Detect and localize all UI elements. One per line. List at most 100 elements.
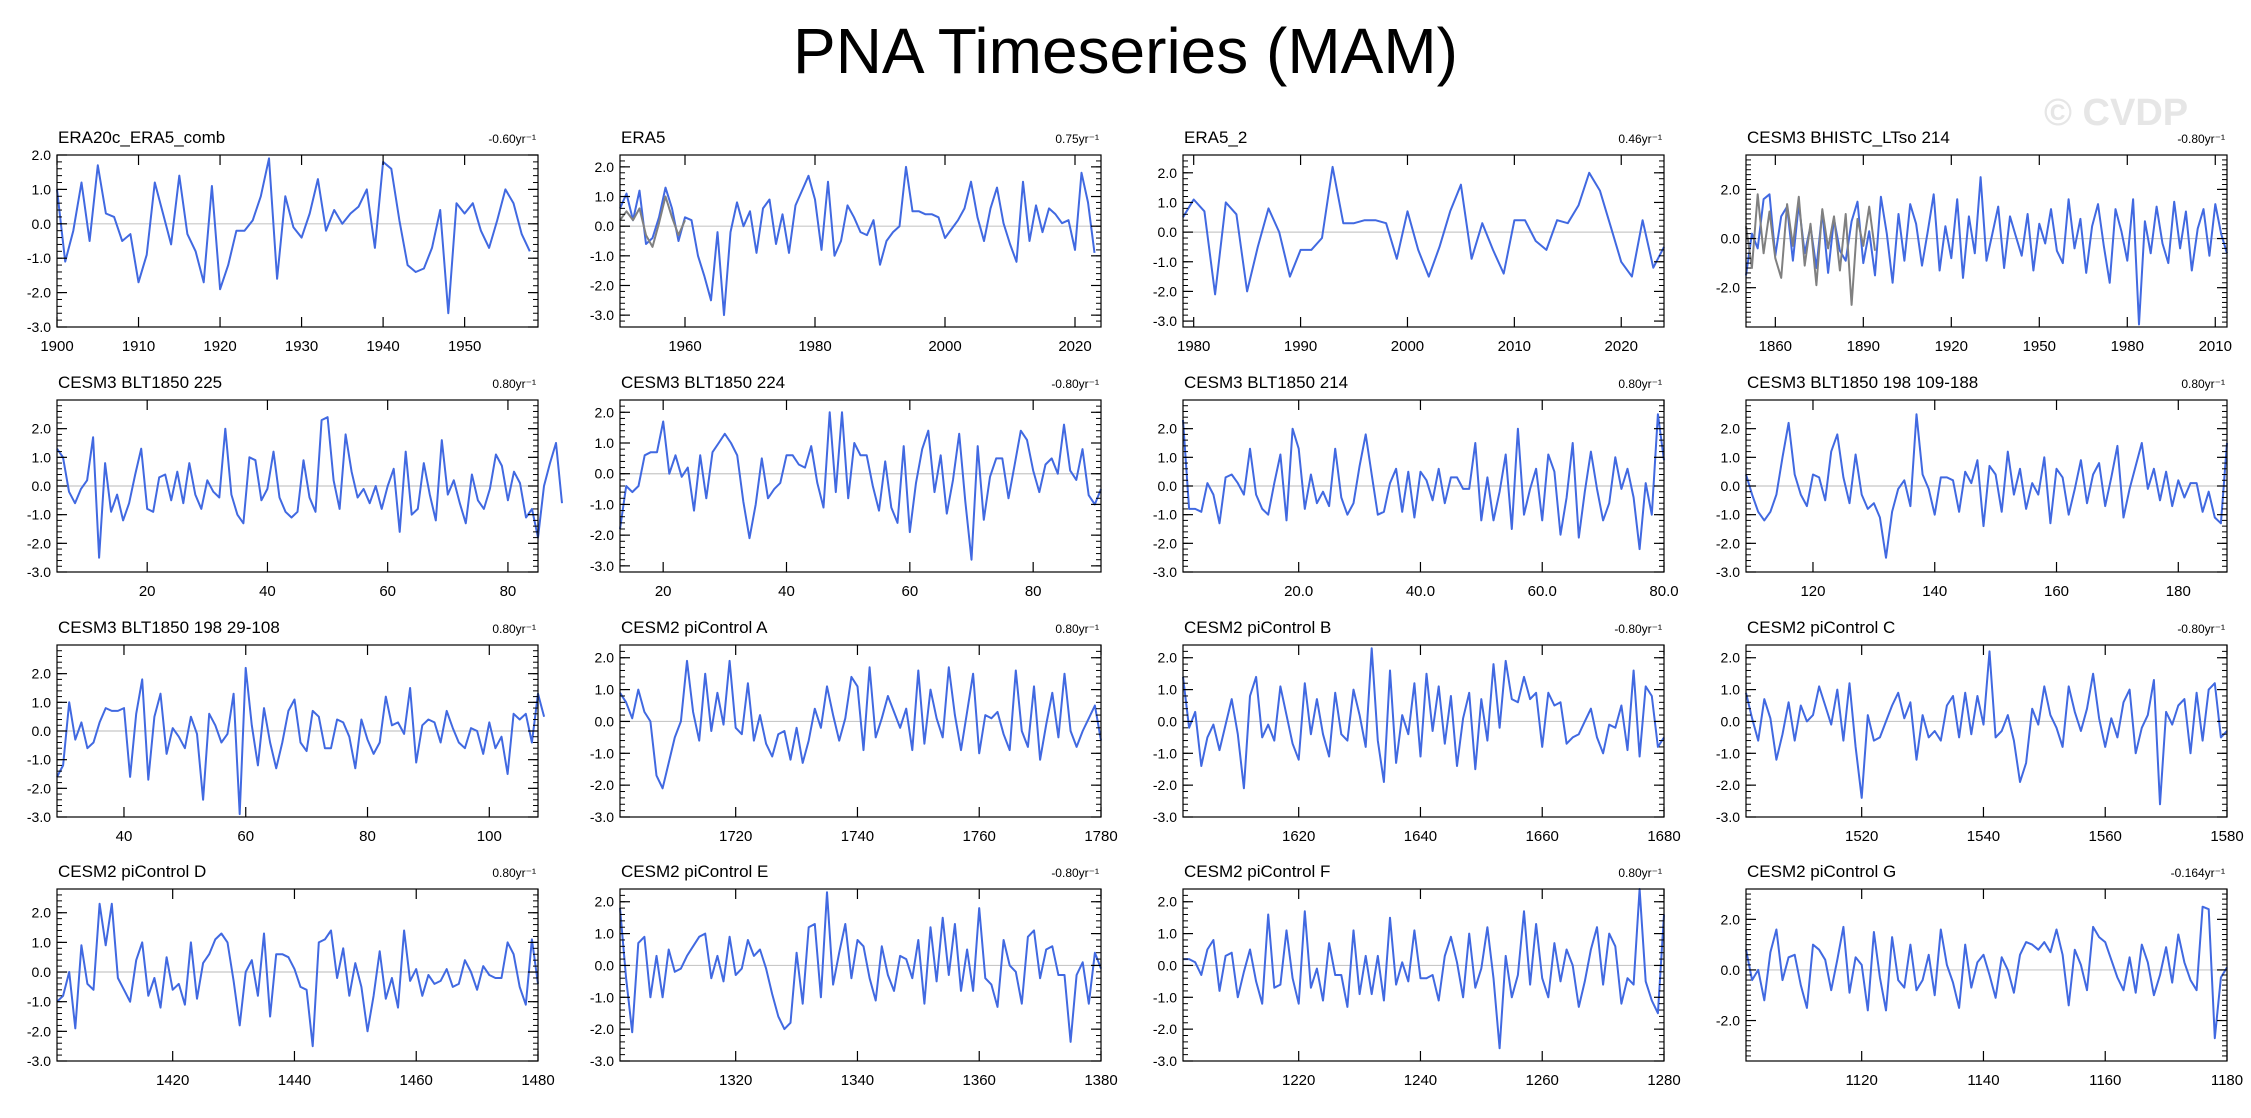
panel-12: 2.0 1.0 0.0 -1.0 -2.0 -3.0 1520 1540 1560 1580 CES… (1716, 618, 2244, 845)
y-tick-label: 0.0 (595, 218, 615, 234)
x-tick-label: 2000 (928, 338, 961, 355)
series-line-1 (619, 891, 1102, 1043)
plot-frame (1745, 644, 2228, 818)
y-tick-label: -3.0 (1153, 1053, 1177, 1069)
x-tick-label: 20 (655, 583, 672, 600)
y-tick-label: -1.0 (1153, 989, 1177, 1005)
x-tick-label: 1360 (963, 1072, 996, 1089)
series-line-1 (1745, 650, 2228, 806)
series-line-1 (619, 411, 1102, 561)
x-tick-label: 1640 (1404, 828, 1437, 845)
y-tick-label: -3.0 (590, 558, 614, 574)
y-tick-label: -2.0 (1716, 1013, 1740, 1029)
x-tick-label: 1240 (1404, 1072, 1437, 1089)
plot-frame (1182, 888, 1665, 1062)
series-line-1 (619, 165, 1096, 317)
panel-title: CESM3 BLT1850 224 (621, 373, 785, 392)
trend-label: 0.80yr⁻¹ (492, 866, 536, 880)
panel-8: 2.0 1.0 0.0 -1.0 -2.0 -3.0 120 140 160 180 CESM3 B… (1716, 373, 2228, 600)
y-tick-label: 0.0 (32, 723, 52, 739)
y-tick-label: 2.0 (595, 159, 615, 175)
y-tick-label: 2.0 (1721, 181, 1741, 197)
trend-label: 0.80yr⁻¹ (1618, 866, 1662, 880)
panel-title: CESM3 BLT1850 198 29-108 (58, 618, 280, 637)
y-tick-label: -3.0 (590, 307, 614, 323)
panel-13: 2.0 1.0 0.0 -1.0 -2.0 -3.0 1420 1440 1460 1480 CES… (27, 862, 555, 1089)
y-tick-label: 0.0 (595, 713, 615, 729)
y-tick-label: -3.0 (1716, 809, 1740, 825)
panel-2: 2.0 1.0 0.0 -1.0 -2.0 -3.0 1960 1980 2000 2020 ERA… (590, 128, 1102, 355)
y-tick-label: -1.0 (590, 496, 614, 512)
x-tick-label: 1120 (1846, 1072, 1878, 1089)
y-tick-label: -1.0 (590, 989, 614, 1005)
x-tick-label: 1660 (1526, 828, 1559, 845)
x-tick-label: 1740 (841, 828, 874, 845)
y-tick-label: 0.0 (1721, 478, 1741, 494)
y-tick-label: 2.0 (595, 894, 615, 910)
y-tick-label: 2.0 (1158, 421, 1178, 437)
x-tick-label: 1560 (2089, 828, 2122, 845)
plot-frame (619, 644, 1102, 818)
y-tick-label: 0.0 (32, 964, 52, 980)
y-tick-label: 1.0 (1158, 682, 1178, 698)
y-tick-label: 2.0 (32, 666, 52, 682)
series-line-1 (1745, 905, 2228, 1040)
y-tick-label: -2.0 (590, 277, 614, 293)
x-tick-label: 1160 (2089, 1072, 2121, 1089)
y-tick-label: -1.0 (1153, 254, 1177, 270)
x-tick-label: 1860 (1759, 338, 1792, 355)
x-tick-label: 180 (2166, 583, 2191, 600)
x-tick-label: 1620 (1282, 828, 1315, 845)
y-tick-label: -1.0 (1153, 507, 1177, 523)
y-tick-label: 0.0 (1158, 713, 1178, 729)
x-tick-label: 1900 (40, 338, 73, 355)
y-tick-label: 1.0 (595, 435, 615, 451)
plot-frame (1745, 888, 2228, 1062)
y-tick-label: 1.0 (32, 181, 52, 197)
y-tick-label: -3.0 (27, 1053, 51, 1069)
x-tick-label: 1280 (1647, 1072, 1680, 1089)
x-tick-label: 80 (500, 583, 517, 600)
y-tick-label: 1.0 (595, 926, 615, 942)
x-tick-label: 1910 (122, 338, 155, 355)
y-tick-label: 0.0 (595, 466, 615, 482)
x-tick-label: 1540 (1967, 828, 2000, 845)
y-tick-label: -1.0 (27, 250, 51, 266)
y-tick-label: 2.0 (1158, 650, 1178, 666)
y-tick-label: -2.0 (27, 780, 51, 796)
x-tick-label: 2020 (1058, 338, 1091, 355)
y-tick-label: -3.0 (590, 809, 614, 825)
y-tick-label: -1.0 (27, 752, 51, 768)
trend-label: -0.80yr⁻¹ (1051, 377, 1099, 391)
trend-label: 0.80yr⁻¹ (2181, 377, 2225, 391)
y-tick-label: 0.0 (1158, 957, 1178, 973)
plot-frame (619, 154, 1102, 328)
x-tick-label: 1950 (2023, 338, 2056, 355)
y-tick-label: -3.0 (1153, 564, 1177, 580)
x-tick-label: 80 (1025, 583, 1042, 600)
y-tick-label: 1.0 (1721, 449, 1741, 465)
y-tick-label: 2.0 (1158, 894, 1178, 910)
x-tick-label: 1220 (1282, 1072, 1315, 1089)
panel-4: 2.0 0.0 -2.0 1860 1890 1920 1950 1980 2010 CESM3 … (1716, 128, 2232, 355)
panel-title: CESM3 BHISTC_LTso 214 (1747, 128, 1950, 147)
trend-label: 0.80yr⁻¹ (1055, 622, 1099, 636)
series-line-1 (56, 416, 563, 559)
x-tick-label: 80.0 (1649, 583, 1678, 600)
panel-15: 2.0 1.0 0.0 -1.0 -2.0 -3.0 1220 1240 1260 1280 CES… (1153, 862, 1681, 1089)
x-tick-label: 60.0 (1528, 583, 1557, 600)
trend-label: 0.46yr⁻¹ (1618, 132, 1662, 146)
x-tick-label: 40 (778, 583, 795, 600)
y-tick-label: 0.0 (595, 957, 615, 973)
y-tick-label: -2.0 (27, 1023, 51, 1039)
x-tick-label: 1180 (2211, 1072, 2243, 1089)
panel-7: 2.0 1.0 0.0 -1.0 -2.0 -3.0 20.0 40.0 60.0 80.0 CES… (1153, 373, 1679, 600)
x-tick-label: 1760 (963, 828, 996, 845)
y-tick-label: -3.0 (1153, 313, 1177, 329)
y-tick-label: 2.0 (1721, 650, 1741, 666)
cvdp-watermark: © CVDP (2044, 92, 2189, 134)
x-tick-label: 20.0 (1284, 583, 1313, 600)
x-tick-label: 1380 (1084, 1072, 1117, 1089)
